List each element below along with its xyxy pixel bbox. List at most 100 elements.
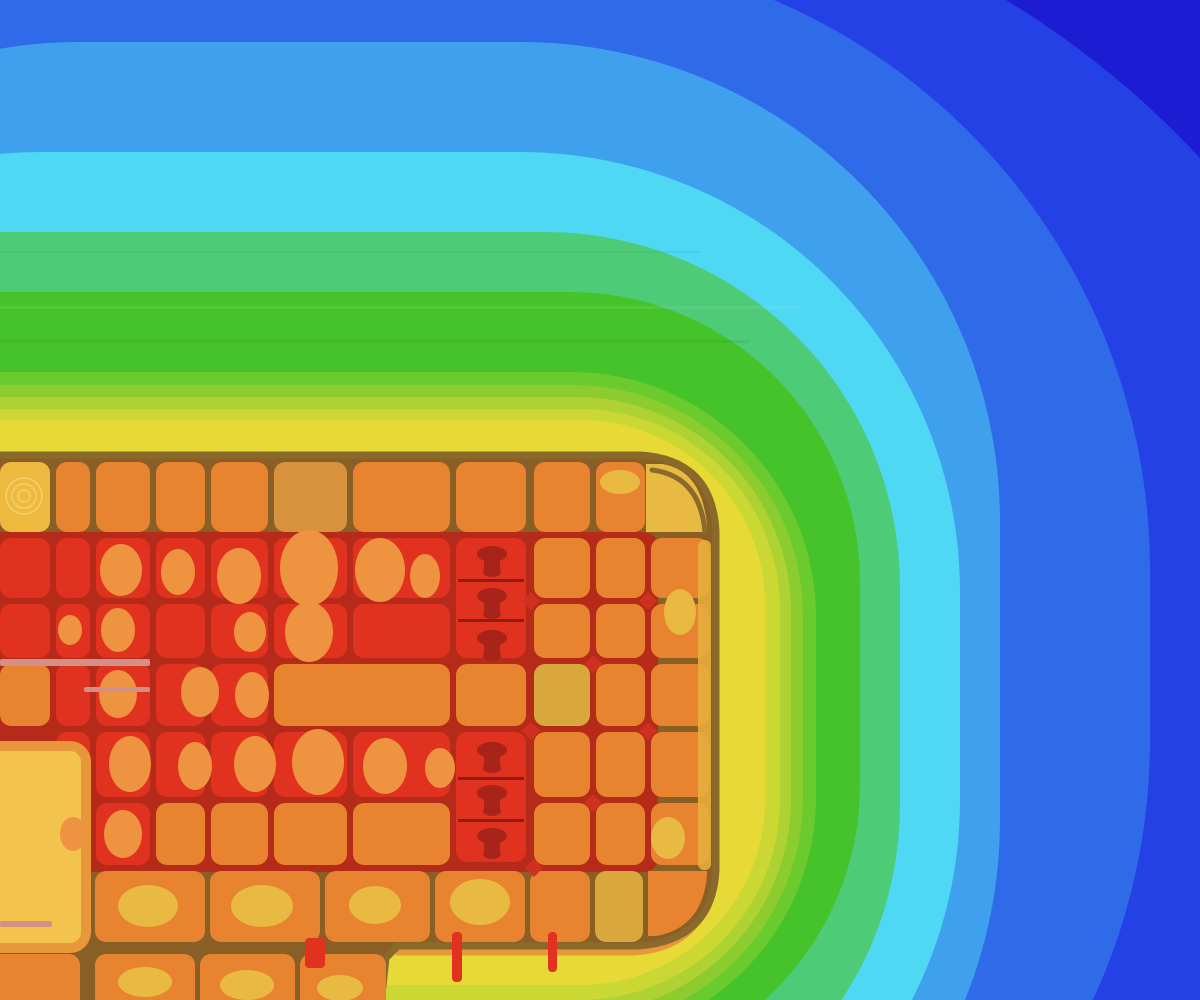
intersection-diamond bbox=[584, 794, 602, 812]
hot-cell-oval bbox=[410, 554, 440, 598]
subgrid-line bbox=[458, 619, 524, 622]
hot-cell-oval bbox=[101, 608, 135, 652]
red-drip bbox=[452, 932, 462, 982]
subgrid-line bbox=[458, 777, 524, 780]
corner-arc-fragment bbox=[649, 467, 708, 535]
cool-gold-oval bbox=[317, 975, 363, 1000]
intersection-diamond bbox=[639, 592, 657, 610]
intersection-diamond bbox=[639, 722, 657, 740]
mushroom-hotspot bbox=[477, 785, 507, 816]
hot-cell-oval bbox=[292, 729, 344, 795]
hot-cell-oval bbox=[217, 548, 261, 604]
die-cell bbox=[96, 462, 150, 532]
gold-swirl-contour bbox=[5, 477, 43, 515]
mushroom-foot bbox=[483, 567, 501, 577]
cool-gold-oval bbox=[651, 817, 685, 859]
die-edge-cool-strip bbox=[698, 540, 711, 870]
mushroom-foot bbox=[483, 806, 501, 816]
die-cell bbox=[353, 462, 450, 532]
mushroom-hotspot bbox=[477, 742, 507, 773]
mushroom-hotspot bbox=[477, 828, 507, 859]
hot-cell-oval bbox=[109, 736, 151, 792]
die-cell bbox=[456, 664, 526, 726]
die-cell bbox=[534, 604, 590, 658]
die-cell bbox=[595, 871, 643, 942]
band-streak-1 bbox=[0, 340, 750, 343]
hot-cell-oval bbox=[285, 602, 333, 662]
cool-gold-oval bbox=[231, 885, 293, 927]
hot-cell-oval bbox=[425, 748, 455, 788]
mushroom-foot bbox=[483, 763, 501, 773]
gold-swirl-contour bbox=[17, 489, 31, 503]
hot-cell-oval bbox=[234, 736, 276, 792]
die-cell bbox=[211, 462, 268, 532]
die-cell bbox=[56, 538, 90, 598]
cool-gold-oval bbox=[349, 886, 401, 924]
hot-cell-oval bbox=[363, 738, 407, 794]
die-cell-corner-bottom bbox=[648, 871, 707, 936]
die-cell bbox=[156, 803, 205, 865]
die-cell bbox=[534, 732, 590, 797]
hot-cell-oval bbox=[104, 810, 142, 858]
die-cell bbox=[0, 664, 50, 726]
die-cell bbox=[274, 462, 347, 532]
hot-cell-oval bbox=[181, 667, 219, 717]
cool-gold-block bbox=[0, 741, 91, 953]
cool-gold-oval bbox=[600, 470, 640, 494]
hot-cell-oval bbox=[99, 670, 137, 718]
die-cell bbox=[596, 538, 645, 598]
intersection-diamond bbox=[584, 655, 602, 673]
die-cell bbox=[274, 664, 450, 726]
mushroom-cap bbox=[477, 630, 507, 646]
subgrid-line bbox=[458, 579, 524, 582]
hot-cell-oval bbox=[161, 549, 195, 595]
hot-cell-oval bbox=[235, 672, 269, 718]
die-cell bbox=[651, 538, 709, 598]
die-cell bbox=[534, 803, 590, 865]
cool-pink-strip bbox=[0, 921, 52, 927]
intersection-diamond bbox=[522, 592, 540, 610]
gold-swirl-contour bbox=[11, 483, 37, 509]
die-cell bbox=[534, 538, 590, 598]
hot-cell-oval bbox=[280, 530, 338, 606]
die-cell bbox=[156, 462, 205, 532]
mushroom-cap bbox=[477, 742, 507, 758]
intersection-diamond bbox=[522, 722, 540, 740]
die-cell bbox=[596, 732, 645, 797]
die-cell bbox=[596, 664, 645, 726]
die-cell bbox=[353, 803, 450, 865]
cool-gold-oval bbox=[664, 589, 696, 635]
die-cell bbox=[651, 732, 709, 797]
hot-cell-oval bbox=[178, 742, 212, 790]
hot-cell-oval bbox=[100, 544, 142, 596]
die-cell bbox=[0, 604, 50, 658]
cool-gold-oval bbox=[118, 967, 172, 997]
die-cell bbox=[0, 538, 50, 598]
band-streak-0 bbox=[0, 306, 800, 309]
mushroom-foot bbox=[483, 609, 501, 619]
die-cell bbox=[534, 664, 590, 726]
cool-gold-oval bbox=[220, 970, 274, 1000]
mushroom-foot bbox=[483, 849, 501, 859]
subgrid-line bbox=[458, 819, 524, 822]
die-cell bbox=[651, 664, 709, 726]
die-cell bbox=[56, 664, 90, 726]
red-drip bbox=[305, 938, 325, 968]
die-cell bbox=[534, 462, 590, 532]
die-cell-corner-top bbox=[646, 464, 707, 532]
mushroom-hotspot bbox=[477, 546, 507, 577]
die-cell bbox=[353, 604, 450, 658]
mushroom-cap bbox=[477, 546, 507, 562]
die-cell bbox=[56, 462, 90, 532]
die-cell bbox=[596, 604, 645, 658]
mushroom-cap bbox=[477, 828, 507, 844]
mushroom-hotspot bbox=[477, 588, 507, 619]
hot-cell-oval bbox=[58, 615, 82, 645]
die-cell bbox=[0, 954, 80, 1000]
die-cell bbox=[156, 604, 205, 658]
die-cell bbox=[456, 462, 526, 532]
mushroom-foot bbox=[483, 651, 501, 661]
die-cell bbox=[596, 803, 645, 865]
hot-cell-oval bbox=[355, 538, 405, 602]
